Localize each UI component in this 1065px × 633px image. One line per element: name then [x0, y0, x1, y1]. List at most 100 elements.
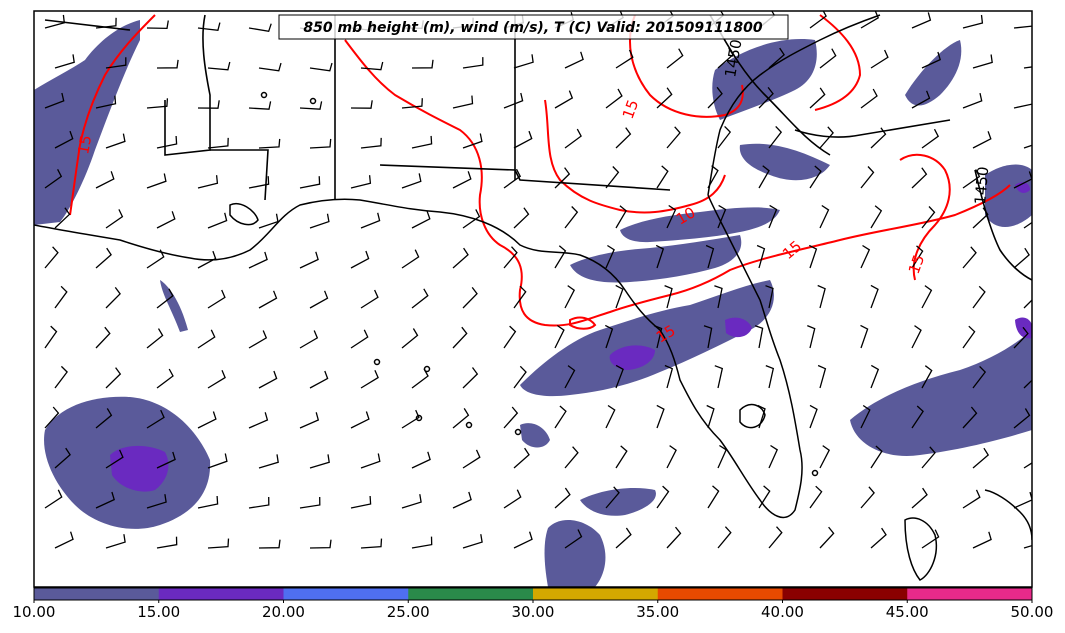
- wind-barb: [1023, 221, 1032, 229]
- wind-barb: [44, 406, 60, 429]
- wind-barb: [554, 167, 571, 189]
- wind-barb: [656, 87, 673, 109]
- map-title: 850 mb height (m), wind (m/s), T (C) Val…: [303, 20, 762, 36]
- wind-barb: [258, 454, 279, 469]
- wind-barb: [360, 369, 379, 389]
- wind-barb: [156, 59, 179, 69]
- calm-marker: [415, 414, 423, 422]
- wind-barb: [401, 249, 420, 269]
- wind-barb: [809, 404, 818, 429]
- wind-barb: [703, 325, 713, 349]
- wind-barb: [756, 244, 766, 269]
- wind-barb: [248, 496, 270, 509]
- wind-barb: [911, 487, 928, 509]
- wind-barb: [258, 290, 278, 309]
- wind-barb: [462, 209, 481, 229]
- wind-barb: [156, 536, 178, 549]
- wind-barb: [309, 138, 332, 149]
- map-frame-border: [33, 10, 1033, 588]
- wind-barb: [401, 328, 419, 349]
- state-borders: [44, 14, 951, 201]
- wind-barb: [972, 285, 986, 309]
- wind-barb: [462, 449, 481, 469]
- wind-barb: [972, 531, 992, 549]
- bahamas-island: [984, 489, 1032, 541]
- wind-barb: [757, 404, 766, 429]
- wind-barb: [411, 288, 429, 309]
- wind-barb: [248, 251, 268, 269]
- wind-barb: [605, 244, 615, 269]
- shade-florida-band: [520, 280, 774, 397]
- colorbar-tick-label: 35.00: [636, 603, 679, 621]
- wind-barb: [248, 330, 268, 349]
- wind-barb: [921, 365, 933, 389]
- wind-barb: [1013, 25, 1032, 29]
- wind-barb: [503, 325, 517, 349]
- coastline: [34, 14, 1032, 581]
- colorbar: 10.00 15.00 20.00 25.00 30.00 35.00 40.00 45.00…: [13, 587, 1053, 621]
- shade-atlantic-south: [850, 330, 1032, 456]
- wind-barb: [299, 496, 321, 509]
- wind-barb: [360, 289, 379, 309]
- temperature-contours: [69, 14, 1011, 330]
- wind-barb: [870, 205, 883, 229]
- calm-marker: [811, 469, 819, 477]
- temp-contour-ne: [814, 14, 862, 111]
- wind-barb: [962, 92, 983, 109]
- wind-barb: [921, 128, 940, 149]
- wind-barb: [258, 539, 281, 549]
- wind-barb: [95, 17, 117, 29]
- wind-barb: [653, 324, 663, 349]
- wind-barb: [554, 405, 567, 429]
- wind-barb: [513, 207, 530, 229]
- wind-barb: [44, 14, 66, 29]
- wind-barb: [809, 165, 822, 189]
- shade-atlantic-east: [985, 164, 1032, 228]
- wind-barb: [605, 88, 623, 109]
- wind-barb: [664, 364, 674, 389]
- shade-ne-right: [905, 40, 962, 106]
- wind-barb: [105, 449, 124, 469]
- wind-barb: [360, 137, 382, 149]
- wind-barb: [401, 409, 420, 429]
- wind-barb: [717, 526, 732, 549]
- wind-barb: [765, 364, 775, 389]
- wind-barb: [411, 210, 431, 229]
- wind-barb: [258, 62, 282, 72]
- wind-barb: [758, 485, 771, 509]
- wind-barb: [758, 165, 770, 189]
- wind-barb: [615, 445, 628, 469]
- colorbar-bins: [34, 588, 1033, 600]
- height-contour-1450-east: [974, 169, 1032, 281]
- wind-barb: [452, 491, 472, 509]
- wind-barb: [758, 87, 774, 109]
- wind-barb: [309, 213, 330, 229]
- wind-barb: [605, 404, 616, 429]
- wind-barb: [513, 285, 527, 309]
- wind-barb: [54, 531, 74, 549]
- shade-lower-blob: [544, 519, 606, 587]
- wind-barb: [717, 47, 734, 69]
- colorbar-bin: [34, 588, 160, 600]
- wind-barb: [768, 125, 783, 149]
- temp-label-west: 15: [74, 134, 95, 156]
- wind-barb: [197, 411, 217, 429]
- wind-barb: [207, 137, 229, 149]
- colorbar-tick-label: 15.00: [137, 603, 180, 621]
- wind-barb: [564, 446, 579, 469]
- wind-barb: [503, 168, 522, 189]
- wind-barb: [564, 365, 576, 389]
- calm-marker: [465, 421, 473, 429]
- wind-barb: [54, 365, 68, 389]
- colorbar-tick-label: 25.00: [387, 603, 430, 621]
- wind-barb: [44, 92, 65, 109]
- wind-barb: [44, 489, 63, 509]
- wind-barb: [819, 48, 837, 69]
- wind-barb: [411, 135, 433, 149]
- colorbar-bin: [408, 588, 534, 600]
- wind-barb: [962, 489, 981, 509]
- wind-barb: [54, 54, 75, 69]
- wind-barb: [554, 324, 565, 349]
- wind-barb: [605, 166, 620, 189]
